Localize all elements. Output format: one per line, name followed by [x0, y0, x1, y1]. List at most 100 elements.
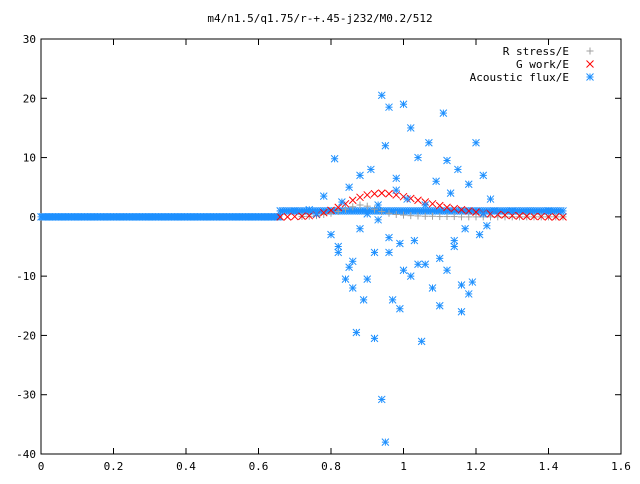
acoustic-point: [450, 242, 459, 251]
g-work-point: [551, 213, 560, 221]
g-work-point: [370, 189, 379, 198]
r-stress-point: [436, 213, 444, 221]
acoustic-point: [508, 207, 517, 215]
acoustic-point: [399, 100, 408, 109]
r-stress-point: [472, 213, 480, 221]
r-stress-point: [356, 201, 364, 209]
y-tick-label: 0: [29, 211, 36, 224]
g-work-point: [544, 213, 553, 221]
y-tick-label: 30: [23, 33, 36, 46]
acoustic-point: [468, 278, 477, 286]
g-work-point: [377, 189, 386, 197]
acoustic-point: [338, 198, 346, 206]
r-stress-point: [349, 203, 357, 211]
g-work-point: [472, 208, 480, 216]
acoustic-point: [443, 156, 451, 165]
acoustic-point: [417, 337, 426, 346]
acoustic-point: [381, 438, 390, 446]
acoustic-point: [483, 221, 491, 230]
acoustic-point: [356, 224, 364, 233]
acoustic-point: [479, 210, 488, 218]
g-work-point: [298, 212, 306, 221]
g-work-point: [305, 211, 314, 220]
acoustic-point: [312, 210, 321, 218]
x-tick-label: 0: [38, 460, 45, 473]
acoustic-point: [276, 207, 285, 215]
acoustic-point: [381, 141, 390, 150]
r-stress-point: [378, 208, 386, 216]
r-stress-point: [385, 209, 393, 217]
series-acoustic: [276, 91, 567, 446]
x-tick-label: 0.4: [176, 460, 196, 473]
acoustic-point: [348, 257, 357, 266]
acoustic-point: [334, 248, 343, 257]
acoustic-point: [559, 207, 567, 215]
r-stress-point: [392, 210, 400, 218]
g-work-point: [327, 206, 335, 215]
g-work-point: [457, 205, 466, 214]
g-work-point: [319, 208, 328, 217]
g-work-point: [356, 193, 364, 202]
g-work-point: [385, 189, 393, 198]
r-stress-point: [421, 212, 429, 220]
acoustic-point: [363, 275, 372, 283]
acoustic-point: [374, 201, 382, 209]
tick-layer: 0 0.2 0.4 0.6 0.8 1 1.2 1.4 1.6 30 20 10 0 -10 -20 -30 -…: [16, 33, 631, 473]
acoustic-point: [454, 165, 462, 174]
g-work-point: [428, 199, 437, 208]
acoustic-point: [370, 248, 379, 257]
y-tick: 20: [23, 92, 621, 105]
acoustic-point: [403, 195, 411, 203]
g-work-point: [341, 199, 350, 208]
g-work-point: [537, 212, 546, 221]
acoustic-point: [396, 239, 404, 248]
acoustic-point: [334, 242, 343, 251]
x-tick: 0.6: [249, 39, 268, 473]
g-work-point: [414, 196, 422, 205]
acoustic-point: [479, 171, 488, 180]
acoustic-point: [290, 207, 299, 215]
acoustic-point: [345, 263, 353, 272]
x-tick: 0.2: [104, 39, 123, 473]
acoustic-point: [472, 138, 480, 147]
legend-marker: [586, 47, 594, 55]
g-work-point: [283, 213, 292, 221]
y-tick: -20: [16, 329, 621, 342]
x-tick: 0.4: [176, 39, 196, 473]
acoustic-point: [461, 224, 469, 233]
g-work-point: [435, 201, 444, 210]
x-tick: 0.8: [321, 39, 341, 473]
acoustic-point: [435, 301, 444, 310]
acoustic-point: [392, 186, 401, 195]
g-work-point: [501, 211, 509, 219]
x-tick-label: 1.2: [466, 460, 486, 473]
acoustic-point: [443, 266, 451, 275]
acoustic-point: [274, 213, 283, 221]
y-tick-label: 10: [23, 152, 36, 165]
legend-label: Acoustic flux/E: [470, 71, 569, 84]
y-tick-label: -20: [16, 329, 36, 342]
r-stress-point: [429, 212, 436, 220]
series-g-work: [276, 189, 567, 221]
acoustic-point: [406, 272, 415, 280]
r-stress-point: [371, 205, 378, 213]
g-work-point: [522, 212, 531, 221]
acoustic-point: [439, 109, 448, 117]
acoustic-point: [363, 210, 372, 218]
x-tick: 1.4: [539, 39, 559, 473]
acoustic-point: [385, 248, 393, 257]
r-stress-point: [516, 213, 523, 221]
r-stress-point: [458, 213, 465, 221]
y-tick: 30: [23, 33, 621, 46]
acoustic-point: [392, 174, 401, 183]
r-stress-point: [450, 213, 458, 221]
y-tick-label: -30: [16, 389, 36, 402]
acoustic-point: [341, 275, 350, 283]
r-stress-point: [334, 208, 342, 216]
y-tick: 10: [23, 152, 621, 165]
acoustic-point: [385, 233, 393, 242]
acoustic-point: [396, 304, 404, 313]
r-stress-point: [465, 213, 473, 221]
